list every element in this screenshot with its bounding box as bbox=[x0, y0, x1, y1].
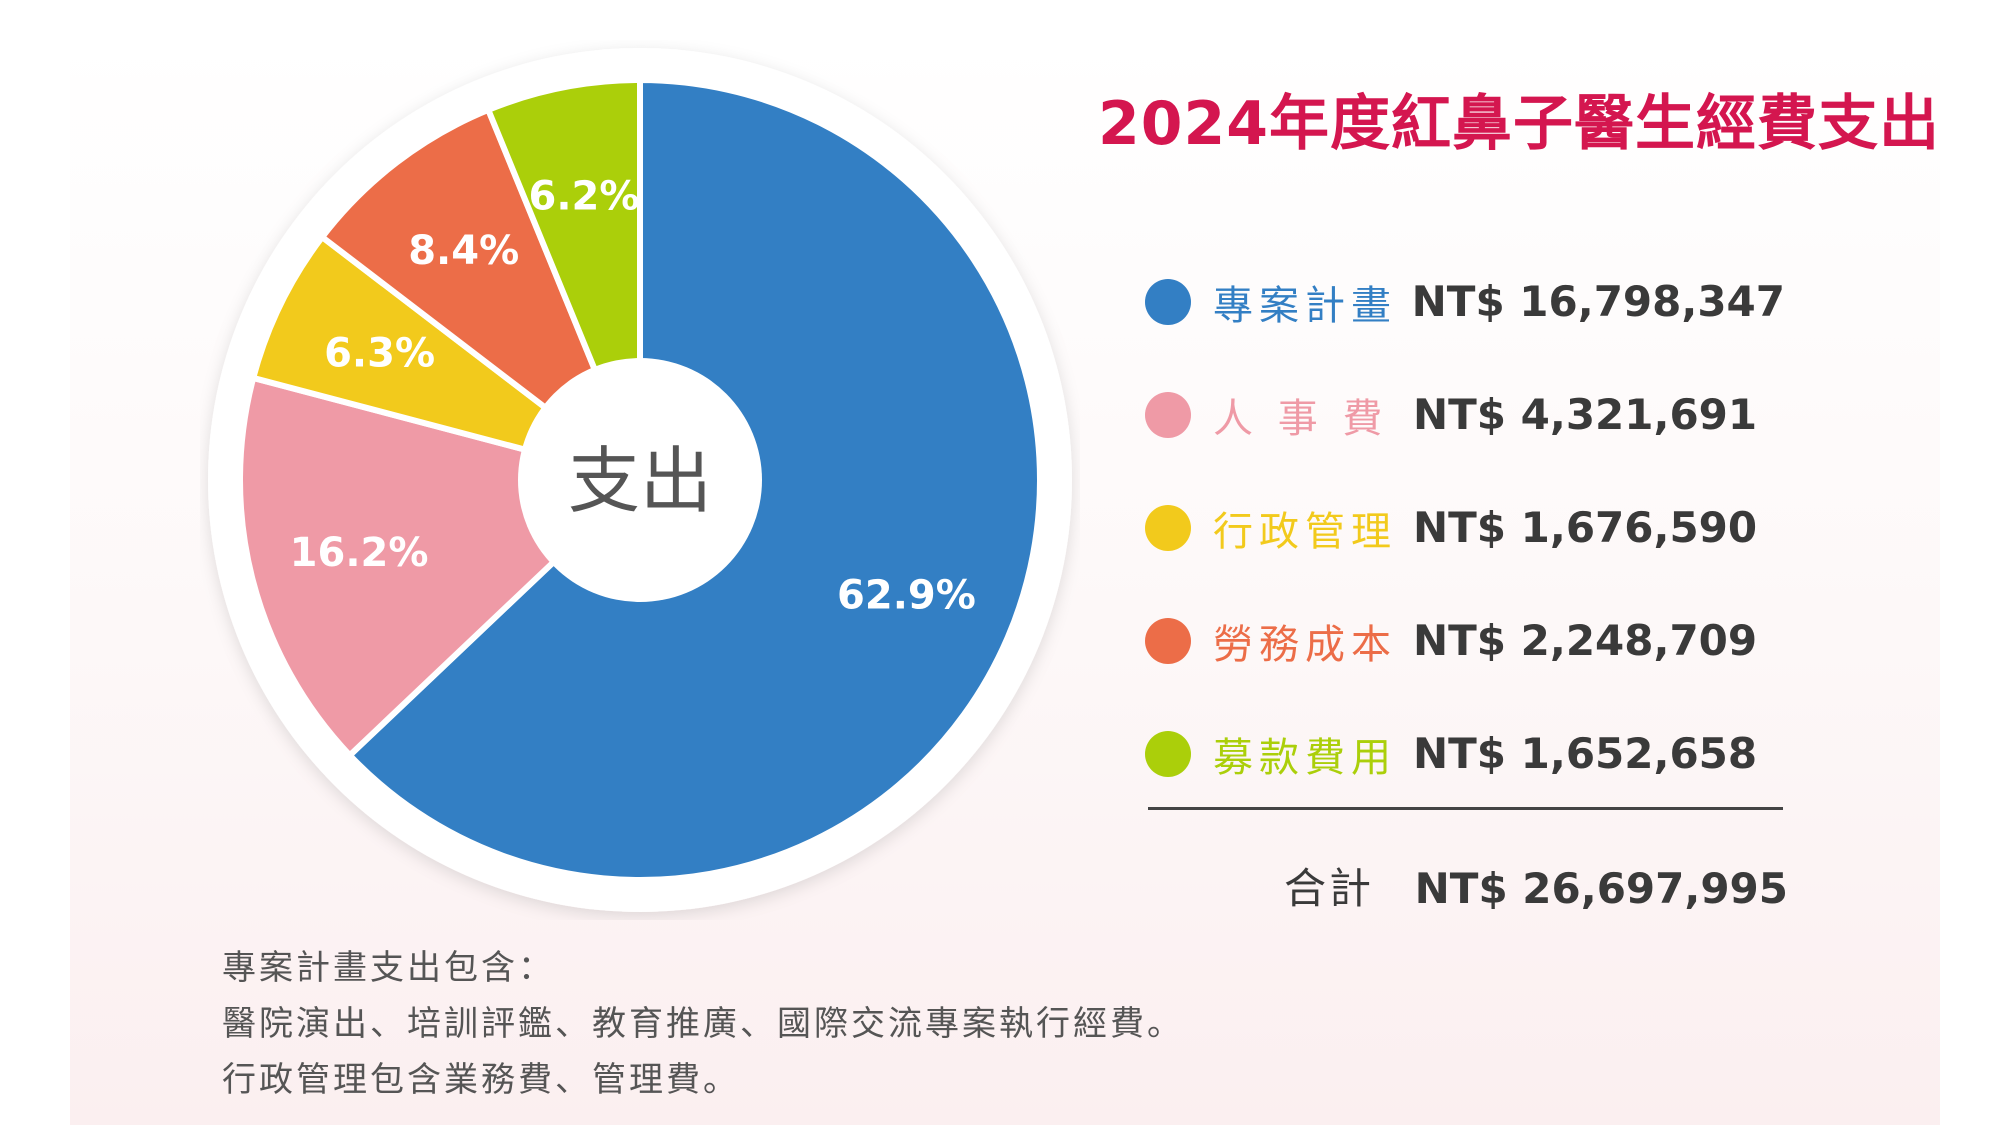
legend-item: 人 事 費 NT$ 4,321,691 bbox=[1145, 358, 1785, 471]
slice-percent-label: 8.4% bbox=[408, 228, 519, 274]
legend-label: 專案計畫 bbox=[1213, 282, 1397, 329]
slice-percent-label: 62.9% bbox=[837, 573, 976, 619]
legend-label: 募款費用 bbox=[1213, 734, 1397, 781]
slice-percent-label: 16.2% bbox=[290, 530, 429, 576]
slice-percent-label: 6.2% bbox=[528, 173, 639, 219]
legend-item: 行政管理 NT$ 1,676,590 bbox=[1145, 471, 1785, 584]
legend-dot bbox=[1145, 730, 1191, 777]
legend: 專案計畫 NT$ 16,798,347 人 事 費 NT$ 4,321,691 … bbox=[1145, 245, 1785, 810]
legend-dot bbox=[1145, 391, 1191, 438]
legend-amount: NT$ 1,652,658 bbox=[1413, 729, 1758, 778]
footnote-line: 醫院演出、培訓評鑑、教育推廣、國際交流專案執行經費。 bbox=[222, 1004, 1184, 1044]
footnote-line: 行政管理包含業務費、管理費。 bbox=[222, 1060, 740, 1100]
legend-amount: NT$ 4,321,691 bbox=[1413, 390, 1758, 439]
legend-label: 勞務成本 bbox=[1213, 621, 1397, 668]
donut-hole bbox=[518, 358, 762, 602]
legend-amount: NT$ 2,248,709 bbox=[1413, 616, 1758, 665]
legend-item: 募款費用 NT$ 1,652,658 bbox=[1145, 697, 1785, 810]
legend-amount: NT$ 16,798,347 bbox=[1411, 277, 1785, 326]
footnote: 專案計畫支出包含： 醫院演出、培訓評鑑、教育推廣、國際交流專案執行經費。 行政管… bbox=[222, 940, 1322, 1108]
legend-amount: NT$ 1,676,590 bbox=[1413, 503, 1758, 552]
donut-center-label: 支出 bbox=[568, 439, 712, 523]
slice-percent-label: 6.3% bbox=[324, 330, 435, 376]
total-row: 合計 NT$ 26,697,995 bbox=[1148, 855, 1788, 915]
donut-chart: 支出 62.9% 16.2% 6.3% 8.4%6.2% bbox=[208, 48, 1072, 912]
footnote-line: 專案計畫支出包含： bbox=[222, 948, 555, 988]
legend-dot bbox=[1145, 278, 1191, 325]
legend-label: 人 事 費 bbox=[1213, 395, 1389, 442]
chart-title: 2024年度紅鼻子醫生經費支出 bbox=[1098, 89, 1940, 159]
legend-dot bbox=[1145, 617, 1191, 664]
total-amount: NT$ 26,697,995 bbox=[1414, 864, 1788, 913]
legend-label: 行政管理 bbox=[1213, 508, 1397, 555]
legend-divider bbox=[1148, 807, 1783, 810]
legend-item: 專案計畫 NT$ 16,798,347 bbox=[1145, 245, 1785, 358]
legend-dot bbox=[1145, 504, 1191, 551]
legend-item: 勞務成本 NT$ 2,248,709 bbox=[1145, 584, 1785, 697]
total-label: 合計 bbox=[1284, 864, 1375, 913]
